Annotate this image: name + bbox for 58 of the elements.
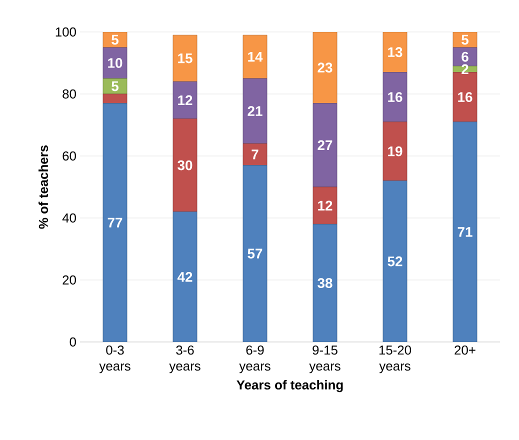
bar xyxy=(382,122,408,181)
data-label: 5 xyxy=(112,81,119,92)
y-tick-label: 40 xyxy=(62,213,76,223)
data-label: 2 xyxy=(462,64,468,74)
bar xyxy=(242,165,268,342)
data-label: 13 xyxy=(388,47,402,58)
bar xyxy=(102,78,128,94)
data-label: 57 xyxy=(248,248,262,259)
y-axis-title: % of teachers xyxy=(38,145,48,229)
bar xyxy=(102,94,128,104)
data-label: 38 xyxy=(318,278,332,288)
bar xyxy=(312,103,338,188)
data-label: 16 xyxy=(388,92,402,102)
data-label: 71 xyxy=(458,227,472,237)
data-label: 12 xyxy=(178,95,192,106)
bar xyxy=(102,103,128,342)
data-label: 30 xyxy=(178,160,192,170)
data-label: 19 xyxy=(388,146,402,156)
x-tick-label: 20+ xyxy=(454,346,476,355)
data-label: 5 xyxy=(112,34,119,45)
data-label: 16 xyxy=(458,92,472,102)
bar xyxy=(242,78,268,144)
y-tick-label: 60 xyxy=(62,151,76,161)
bar xyxy=(452,72,478,122)
bar xyxy=(312,186,338,224)
y-tick-label: 0 xyxy=(70,337,76,347)
bar xyxy=(382,180,408,342)
data-label: 52 xyxy=(388,256,402,266)
data-label: 27 xyxy=(318,140,332,150)
y-tick-label: 100 xyxy=(56,27,76,37)
bar xyxy=(242,143,268,166)
x-tick-label: 15-20 years xyxy=(379,346,412,374)
data-label: 42 xyxy=(177,272,192,282)
data-label: 6 xyxy=(462,52,468,62)
data-label: 15 xyxy=(178,53,192,64)
data-label: 12 xyxy=(318,200,332,210)
bar xyxy=(452,122,478,342)
data-label: 23 xyxy=(318,62,332,73)
bar xyxy=(172,118,198,212)
x-tick-label: 9-15 years xyxy=(309,346,340,374)
x-tick-label: 3-6 years xyxy=(169,346,200,374)
bar xyxy=(312,32,338,104)
x-tick-label: 6-9 years xyxy=(239,346,270,374)
x-tick-label: 0-3 years xyxy=(99,346,130,374)
data-label: 10 xyxy=(108,58,122,68)
bar xyxy=(382,72,408,122)
y-tick-label: 20 xyxy=(62,275,76,285)
data-label: 14 xyxy=(248,52,263,62)
x-axis-title: Years of teaching xyxy=(236,380,343,392)
y-tick-label: 80 xyxy=(62,89,76,99)
data-label: 7 xyxy=(252,150,258,160)
data-label: 5 xyxy=(462,34,468,45)
bar xyxy=(172,81,198,119)
bar xyxy=(102,47,128,79)
bar xyxy=(172,212,198,342)
data-label: 21 xyxy=(248,106,262,116)
data-label: 77 xyxy=(108,218,122,228)
bar xyxy=(312,224,338,342)
